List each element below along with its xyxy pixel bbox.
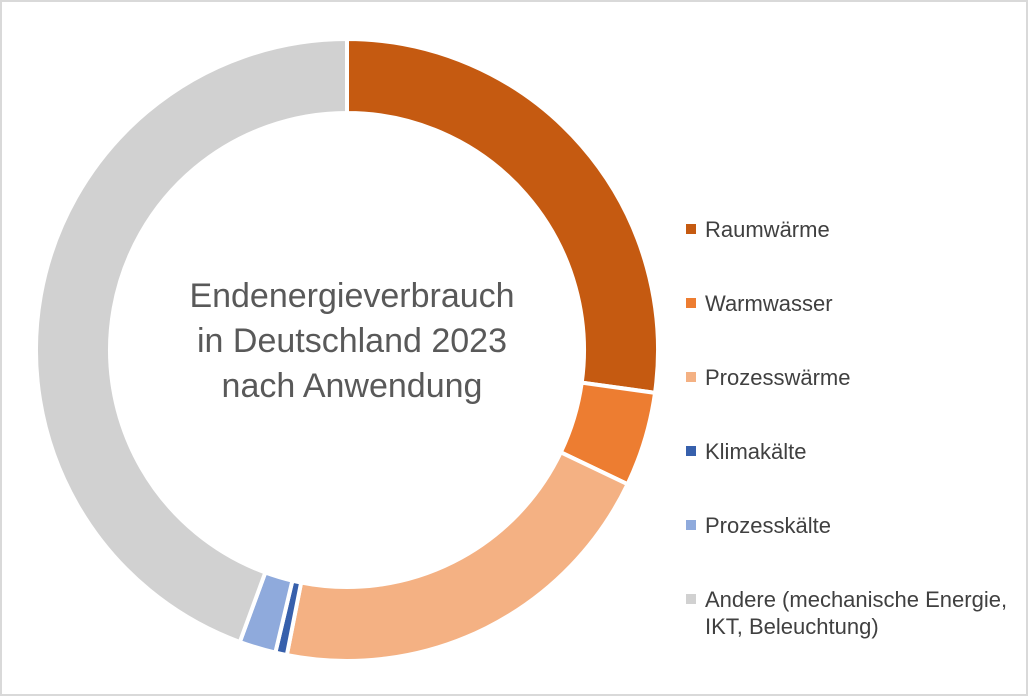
legend-marker-icon xyxy=(686,594,696,604)
chart-legend: Raumwärme Warmwasser Prozesswärme Klimak… xyxy=(686,216,1025,640)
legend-label: Andere (mechanische Energie, IKT, Beleuc… xyxy=(705,587,1008,639)
legend-label: Warmwasser xyxy=(705,291,833,316)
legend-marker-icon xyxy=(686,446,696,456)
chart-title-line: Endenergieverbrauch xyxy=(189,277,515,315)
legend-label: Prozesskälte xyxy=(705,513,831,538)
legend-item-andere-mechanische-energie-ikt-beleuchtung: Andere (mechanische Energie, IKT, Beleuc… xyxy=(686,586,1025,640)
legend-marker-icon xyxy=(686,520,696,530)
legend-marker-icon xyxy=(686,372,696,382)
legend-item-prozesskaelte: Prozesskälte xyxy=(686,512,1025,539)
legend-item-warmwasser: Warmwasser xyxy=(686,290,1025,317)
donut-segment-raumwaerme xyxy=(345,36,660,396)
legend-label: Prozesswärme xyxy=(705,365,851,390)
donut-segment-andere-mechanische-energie-ikt-beleuchtung xyxy=(34,36,349,645)
legend-item-klimakaelte: Klimakälte xyxy=(686,438,1025,465)
legend-label: Raumwärme xyxy=(705,217,830,242)
chart-title-line: nach Anwendung xyxy=(221,367,483,405)
chart-title: Endenergieverbrauch in Deutschland 2023 … xyxy=(92,274,612,409)
legend-label: Klimakälte xyxy=(705,439,807,464)
legend-item-raumwaerme: Raumwärme xyxy=(686,216,1025,243)
chart-title-line: in Deutschland 2023 xyxy=(196,322,507,360)
legend-marker-icon xyxy=(686,224,696,234)
legend-marker-icon xyxy=(686,298,696,308)
legend-item-prozesswaerme: Prozesswärme xyxy=(686,364,1025,391)
donut-segment-prozesswaerme xyxy=(284,449,631,663)
